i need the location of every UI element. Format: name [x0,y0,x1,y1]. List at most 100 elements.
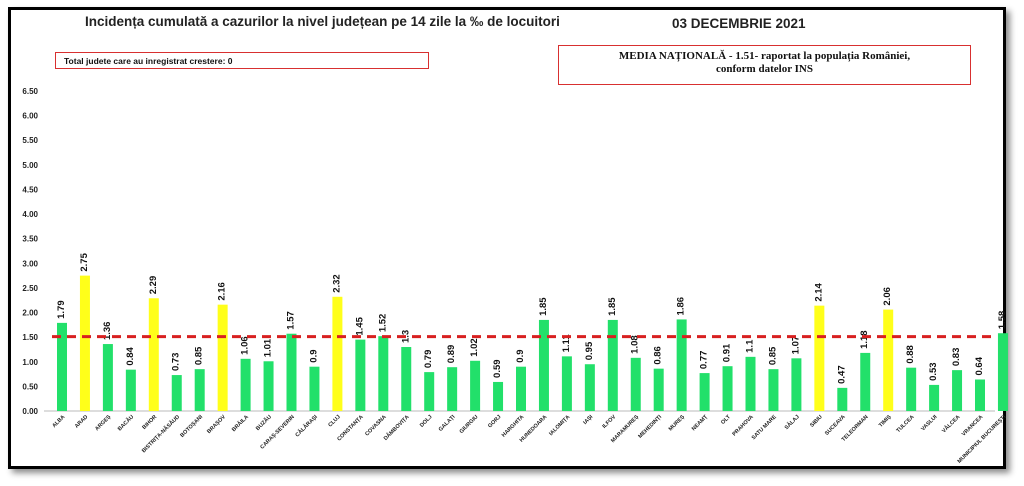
x-tick-label: IAȘI [582,414,594,426]
bar [584,364,595,411]
bar-value-label: 1.11 [561,334,572,353]
x-tick-label: VRANCEA [961,414,984,437]
bar [607,319,618,411]
bar [447,367,458,411]
y-tick-label: 2.50 [22,284,38,293]
y-tick-label: 4.00 [22,210,38,219]
x-tick-label: BRĂILA [230,413,250,433]
x-tick-label: GORJ [487,414,502,429]
x-tick-label: BISTRIȚA-NĂSĂUD [140,413,181,454]
bar [470,360,481,411]
bar [975,379,985,411]
bar-value-label: 1.85 [538,297,549,316]
national-average-box: MEDIA NAȚIONALĂ - 1.51- raportat la popu… [558,45,971,85]
bar-value-label: 1.18 [859,330,870,349]
x-tick-label: BOTOȘANI [179,414,204,439]
value-labels: 1.79 2.75 1.36 0.84 2.29 0.73 0.85 2.16 1.06 1.01… [56,252,1008,383]
bar-value-label: 0.64 [974,356,985,375]
bar [699,373,710,411]
national-average-line-1: MEDIA NAȚIONALĂ - 1.51- raportat la popu… [618,50,911,62]
national-average-line-2: conform datelor INS [716,63,813,75]
bar [57,322,67,411]
bar [125,369,136,411]
bar-value-label: 2.32 [331,274,342,293]
bar [906,367,917,411]
y-tick-label: 0.00 [22,407,38,416]
bar-value-label: 1.36 [102,322,113,341]
x-tick-label: CLUJ [327,414,341,428]
y-tick-label: 1.50 [22,333,38,342]
bar-value-label: 0.73 [171,353,182,372]
x-tick-label: GALAȚI [438,414,457,433]
bar [768,369,779,411]
bar-value-label: 0.59 [492,359,503,378]
bar [722,366,733,411]
bar-value-label: 1.1 [745,339,756,353]
bar-value-label: 0.89 [446,345,457,364]
x-tick-label: ARAD [74,414,89,429]
bar-value-label: 1.85 [607,297,618,316]
bar [378,336,389,411]
bar [883,309,894,411]
x-tick-label: SATU MARE [751,414,778,441]
bar-value-label: 1.86 [676,297,687,316]
x-tick-label: BRAȘOV [206,414,227,435]
x-tick-label: SIBIU [809,414,824,429]
y-tick-label: 1.00 [22,358,38,367]
bar [561,356,572,411]
y-tick-label: 5.00 [22,161,38,170]
x-tick-label: MUREȘ [668,414,687,433]
bar [171,375,182,411]
bar-value-label: 0.79 [423,350,434,369]
x-tick-label: NEAMȚ [691,414,710,433]
bar [860,352,871,411]
bar-value-label: 0.91 [722,343,733,362]
bar-value-label: 0.47 [836,365,847,384]
bar [424,372,435,411]
bar-value-label: 0.95 [584,341,595,360]
x-tick-label: TULCEA [896,414,916,434]
y-axis: 0.00 0.50 1.00 1.50 2.00 2.50 3.00 3.50 4.00 4.50… [22,87,995,416]
x-tick-label: BACĂU [116,413,135,432]
x-tick-label: IALOMIȚA [548,414,571,437]
bar-value-label: 2.75 [79,252,90,271]
x-tick-label: GIURGIU [459,414,480,435]
bar [837,387,848,411]
x-tick-label: CĂLĂRAȘI [294,413,319,438]
x-tick-label: PRAHOVA [732,414,755,437]
x-tick-label: COVASNA [364,414,387,437]
bar-value-label: 1.52 [377,314,388,333]
y-tick-label: 0.50 [22,382,38,391]
bar [814,305,825,411]
bar-value-label: 1.45 [354,316,365,335]
x-tick-label: BIHOR [141,414,158,431]
bar [997,333,1008,411]
y-tick-label: 3.50 [22,235,38,244]
x-tick-label: ILFOV [602,414,618,430]
bar [791,358,802,411]
bar-value-label: 1.79 [56,300,67,319]
bar-value-label: 1.06 [240,336,251,355]
bar [148,298,159,411]
x-tick-label: MUNICIPIUL BUCUREȘTI [957,414,1008,465]
x-tick-label: VÂLCEA [941,413,962,434]
bar [309,366,320,411]
bar-value-label: 0.53 [928,362,939,381]
x-tick-label: OLT [720,414,732,426]
bar-value-label: 1.02 [469,338,480,357]
bar [286,333,297,411]
y-tick-label: 3.00 [22,259,38,268]
x-tick-label: ARGEȘ [94,414,112,432]
bar [952,370,963,411]
bar [332,296,343,411]
increase-count-box: Total judete care au inregistrat crester… [55,52,429,69]
chart-date: 03 DECEMBRIE 2021 [672,16,806,31]
bar-value-label: 0.77 [699,351,710,370]
bar [263,361,274,411]
bar-value-label: 1.57 [286,311,297,330]
y-tick-label: 4.50 [22,185,38,194]
bar [630,357,641,411]
bars [57,275,1008,411]
bar [194,369,205,411]
